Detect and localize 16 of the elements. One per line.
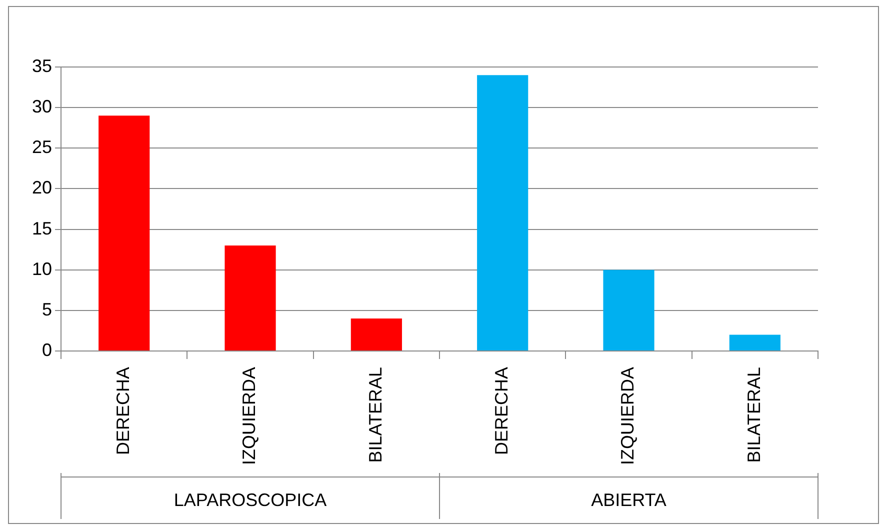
x-tick-label: DERECHA (113, 366, 134, 456)
x-tick-label: BILATERAL (744, 366, 764, 463)
y-tick-label: 35 (32, 56, 52, 76)
y-tick-label: 10 (32, 258, 52, 279)
x-tick-label: IZQUIERDA (239, 366, 260, 466)
x-tick-label: IZQUIERDA (618, 366, 638, 466)
y-tick-label: 20 (32, 178, 52, 198)
text: LAPAROSCOPICA (174, 490, 327, 510)
y-tick-label: 5 (42, 299, 52, 320)
y-tick-label: 15 (32, 218, 52, 238)
x-tick-label: DERECHA (492, 366, 512, 456)
text: ABIERTA (591, 490, 666, 510)
y-tick-label: 0 (42, 340, 52, 360)
x-tick-label: BILATERAL (365, 366, 386, 463)
y-tick-label: 25 (32, 137, 52, 158)
y-tick-label: 30 (32, 96, 52, 117)
